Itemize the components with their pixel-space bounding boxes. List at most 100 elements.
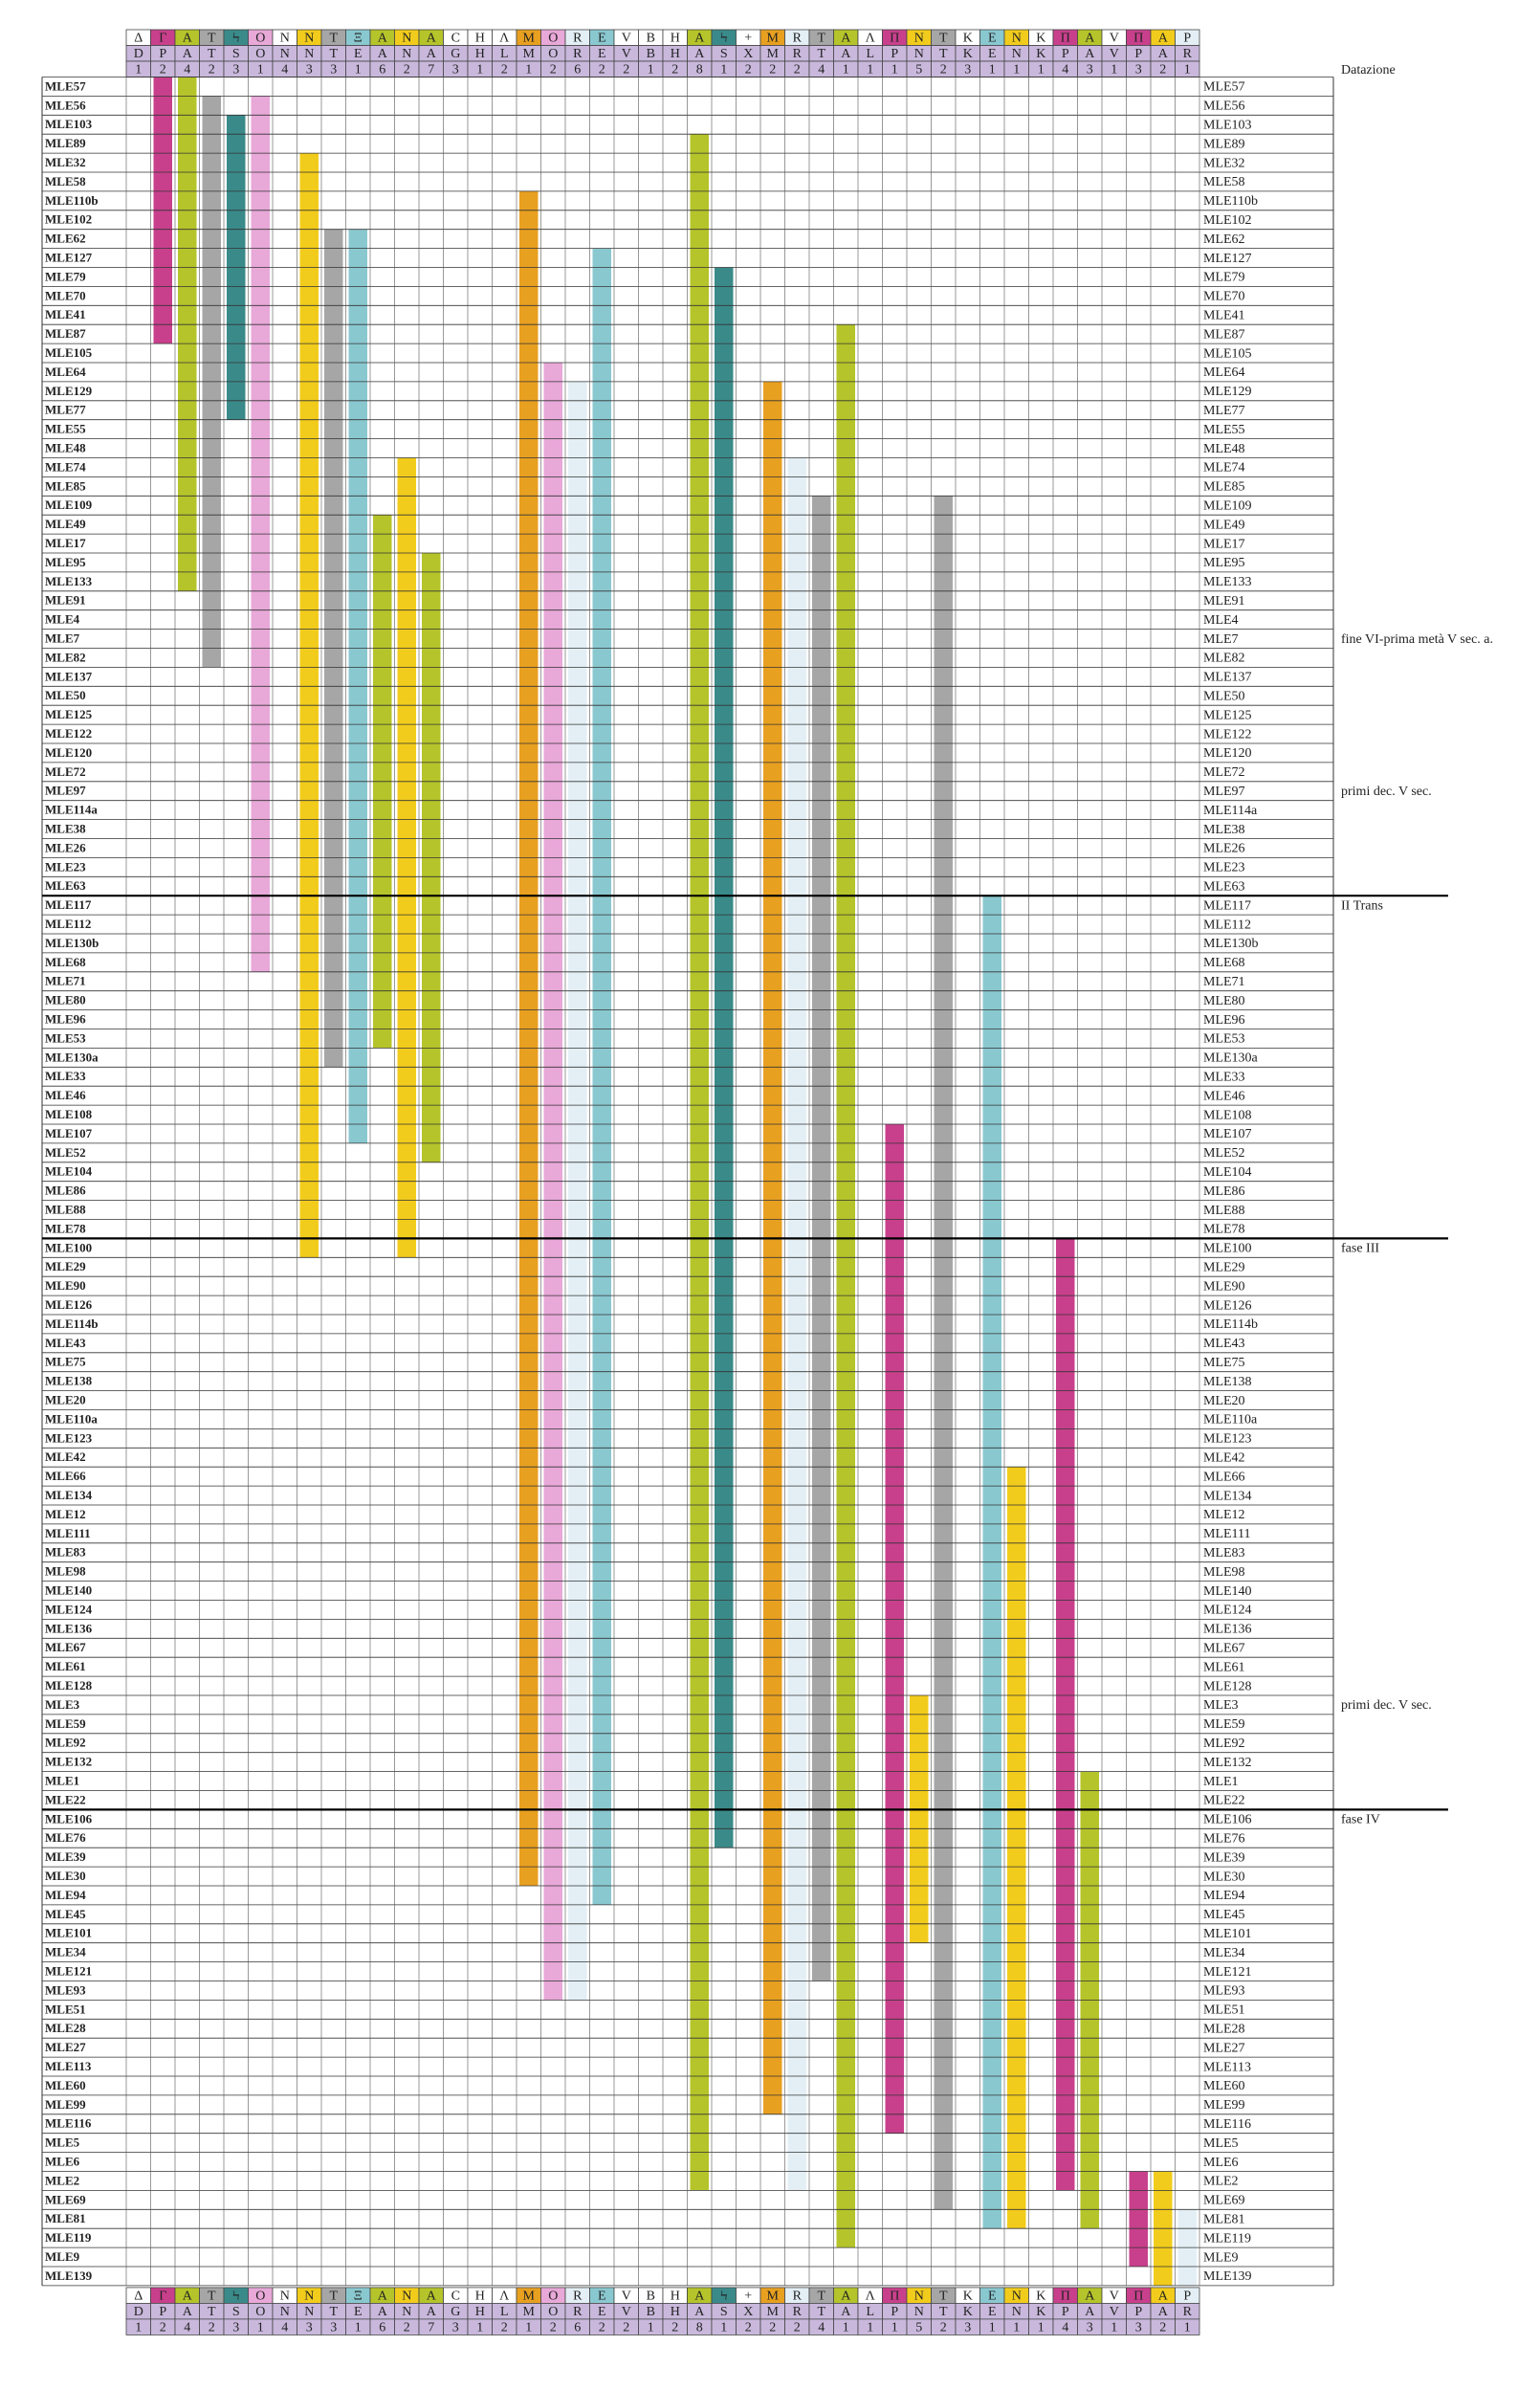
row-label-right: MLE3 bbox=[1203, 1698, 1239, 1713]
row-label: MLE130b bbox=[45, 936, 99, 950]
header-letter: H bbox=[671, 2305, 680, 2319]
row-label: MLE127 bbox=[45, 251, 93, 265]
header-letter: N bbox=[914, 47, 924, 61]
row-label: MLE6 bbox=[45, 2155, 80, 2169]
header-number: 7 bbox=[428, 2320, 434, 2335]
row-label: MLE38 bbox=[45, 822, 86, 836]
header-letter: A bbox=[183, 47, 193, 61]
phase-label: primi dec. V sec. bbox=[1341, 785, 1432, 799]
phase-label: fase III bbox=[1341, 1242, 1379, 1256]
header-letter: K bbox=[1036, 2305, 1045, 2319]
header-glyph: K bbox=[1036, 31, 1045, 45]
row-label: MLE102 bbox=[45, 212, 92, 227]
header-number: 1 bbox=[989, 2320, 996, 2335]
header-letter: P bbox=[159, 2305, 166, 2319]
header-glyph: Δ bbox=[134, 31, 143, 45]
header-glyph: T bbox=[329, 2289, 338, 2303]
column-bar bbox=[592, 248, 611, 1905]
header-number: 3 bbox=[452, 62, 459, 77]
header-letter: A bbox=[378, 47, 388, 61]
row-label: MLE57 bbox=[45, 78, 86, 93]
row-label-right: MLE39 bbox=[1203, 1850, 1245, 1865]
row-label: MLE110a bbox=[45, 1411, 98, 1426]
header-number: 1 bbox=[720, 62, 727, 77]
row-label-right: MLE110a bbox=[1203, 1413, 1258, 1427]
row-label: MLE2 bbox=[45, 2173, 79, 2187]
row-label-right: MLE101 bbox=[1203, 1927, 1252, 1941]
header-glyph: H bbox=[671, 31, 680, 45]
header-letter: O bbox=[255, 2305, 265, 2319]
header-glyph: A bbox=[378, 2289, 388, 2303]
header-letter: H bbox=[475, 2305, 485, 2319]
header-letter: L bbox=[866, 2305, 874, 2319]
row-label: MLE79 bbox=[45, 269, 86, 283]
header-glyph: N bbox=[402, 2289, 411, 2303]
header-letter: A bbox=[183, 2305, 193, 2319]
header-letter: H bbox=[671, 47, 680, 61]
row-label-right: MLE79 bbox=[1203, 271, 1245, 285]
header-number: 3 bbox=[1135, 62, 1142, 77]
phase-label: fase IV bbox=[1341, 1813, 1380, 1827]
header-glyph: R bbox=[573, 31, 583, 45]
row-label-right: MLE97 bbox=[1203, 785, 1245, 799]
header-glyph: Ξ bbox=[354, 31, 363, 45]
header-number: 1 bbox=[1184, 2320, 1191, 2335]
row-label: MLE69 bbox=[45, 2192, 86, 2206]
header-glyph: K bbox=[963, 2289, 973, 2303]
row-label-right: MLE55 bbox=[1203, 423, 1245, 437]
row-label-right: MLE132 bbox=[1203, 1756, 1252, 1770]
row-label-right: MLE130a bbox=[1203, 1051, 1259, 1066]
header-glyph: V bbox=[622, 2289, 631, 2303]
header-glyph: M bbox=[767, 2289, 780, 2303]
header-letter: B bbox=[647, 2305, 655, 2319]
header-number: 5 bbox=[915, 2320, 922, 2335]
header-number: 1 bbox=[1111, 62, 1117, 77]
header-letter: X bbox=[743, 47, 753, 61]
header-number: 2 bbox=[940, 2320, 947, 2335]
row-label: MLE7 bbox=[45, 631, 80, 646]
header-letter: D bbox=[134, 2305, 143, 2319]
header-letter: M bbox=[523, 2305, 536, 2319]
header-letter: K bbox=[1036, 47, 1045, 61]
header-glyph: T bbox=[939, 2289, 948, 2303]
row-label: MLE26 bbox=[45, 840, 86, 854]
row-label: MLE91 bbox=[45, 593, 86, 608]
header-glyph: B bbox=[647, 2289, 655, 2303]
header-letter: R bbox=[573, 47, 583, 61]
header-letter: L bbox=[866, 47, 874, 61]
header-right: Datazione bbox=[1341, 63, 1396, 77]
header-number: 1 bbox=[476, 2320, 483, 2335]
header-letter: A bbox=[1158, 2305, 1169, 2319]
row-label-right: MLE9 bbox=[1203, 2250, 1239, 2265]
row-label-right: MLE2 bbox=[1203, 2175, 1239, 2189]
row-label: MLE125 bbox=[45, 707, 93, 721]
row-label: MLE124 bbox=[45, 1602, 93, 1616]
header-number: 3 bbox=[330, 62, 337, 77]
row-label: MLE110b bbox=[45, 193, 99, 208]
row-label: MLE53 bbox=[45, 1030, 86, 1045]
header-letter: R bbox=[793, 2305, 803, 2319]
column-bar bbox=[787, 457, 806, 2191]
header-number: 2 bbox=[745, 2320, 752, 2335]
row-label-right: MLE110b bbox=[1203, 194, 1258, 209]
row-label-right: MLE119 bbox=[1203, 2231, 1251, 2246]
row-label: MLE59 bbox=[45, 1716, 86, 1731]
row-label-right: MLE5 bbox=[1203, 2136, 1239, 2151]
row-label: MLE93 bbox=[45, 1982, 86, 1997]
header-glyph: Π bbox=[1061, 2289, 1070, 2303]
header-glyph: B bbox=[647, 31, 655, 45]
row-label-right: MLE125 bbox=[1203, 708, 1252, 722]
header-letter: A bbox=[427, 47, 437, 61]
header-glyph: Γ bbox=[159, 2289, 166, 2303]
header-glyph: A bbox=[694, 31, 705, 45]
row-label-right: MLE63 bbox=[1203, 879, 1245, 894]
header-number: 4 bbox=[281, 62, 288, 77]
row-label-right: MLE28 bbox=[1203, 2022, 1245, 2036]
header-letter: N bbox=[280, 2305, 290, 2319]
header-glyph: A bbox=[427, 2289, 437, 2303]
row-label-right: MLE89 bbox=[1203, 137, 1245, 151]
row-label: MLE1 bbox=[45, 1774, 79, 1788]
row-label-right: MLE113 bbox=[1203, 2060, 1251, 2074]
header-glyph: R bbox=[793, 2289, 803, 2303]
row-label: MLE22 bbox=[45, 1792, 86, 1806]
